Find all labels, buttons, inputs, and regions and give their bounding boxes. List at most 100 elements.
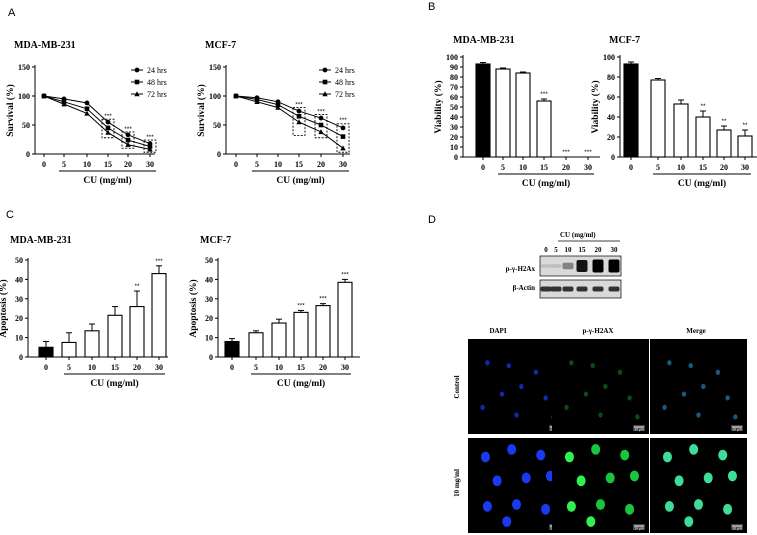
microscopy-grid: DAPI p-γ-H2AX Merge Control 10 mg/ml 10 … <box>453 327 747 533</box>
data-point <box>61 101 67 107</box>
bar <box>475 63 491 158</box>
series-line <box>43 95 151 145</box>
significance-label: ** <box>134 283 140 290</box>
data-point <box>275 102 281 107</box>
survival-chart-mda: 0 50 100 150 0 5 10 15 20 30 CU (mg/ml) Survival (%… <box>5 40 167 186</box>
y-tick-label: 100 <box>209 92 221 101</box>
y-tick-label: 0 <box>209 353 213 362</box>
x-axis-label: CU (mg/ml) <box>276 175 324 186</box>
chart-title: MDA-MB-231 <box>453 35 515 46</box>
bar <box>315 305 331 358</box>
panel-letter-a: A <box>8 7 16 19</box>
bar <box>129 306 145 358</box>
bar <box>107 314 123 358</box>
cell-nucleus <box>703 472 713 484</box>
microscopy-tile <box>650 339 747 434</box>
bar <box>38 346 54 358</box>
western-lane-label: 30 <box>611 246 619 254</box>
western-blot: CU (mg/ml) 0 5 10 15 20 30 p-γ-H2Ax β-Actin <box>506 231 622 299</box>
panel-letter-b: B <box>428 1 435 13</box>
legend-label: 72 hrs <box>147 90 167 99</box>
y-tick-label: 100 <box>446 53 458 62</box>
cell-nucleus <box>499 391 505 397</box>
x-tick-label: 20 <box>124 160 132 169</box>
data-point <box>318 129 324 135</box>
western-lane-label: 10 <box>565 246 573 254</box>
cell-nucleus <box>684 516 694 527</box>
data-point <box>84 100 90 106</box>
blot-band <box>550 264 562 268</box>
cell-nucleus <box>681 391 687 397</box>
x-tick-label: 30 <box>339 160 347 169</box>
y-tick-label: 40 <box>205 275 213 284</box>
cell-nucleus <box>603 383 608 390</box>
significance-label: *** <box>124 126 132 133</box>
significance-label: *** <box>297 302 305 309</box>
x-axis-label: CU (mg/ml) <box>522 178 570 189</box>
x-tick-label: 30 <box>741 163 749 172</box>
survival-chart-mcf: 0 50 100 150 0 5 10 15 20 30 CU (mg/ml) Survival (%… <box>196 40 355 186</box>
x-tick-label: 5 <box>62 160 66 169</box>
western-lane-label: 0 <box>544 246 548 254</box>
bar <box>623 63 639 158</box>
scale-bar-label: 10 μm <box>732 527 742 531</box>
significance-label: ** <box>721 118 727 125</box>
microscopy-row-control: Control <box>453 375 461 398</box>
significance-label: *** <box>540 91 548 98</box>
y-tick-label: 10 <box>15 334 23 343</box>
blot-band <box>562 286 574 292</box>
x-tick-label: 10 <box>519 163 527 172</box>
x-tick-label: 0 <box>234 160 238 169</box>
x-axis-label: CU (mg/ml) <box>277 378 325 389</box>
y-tick-label: 10 <box>450 143 458 152</box>
dashed-box <box>101 118 115 139</box>
data-point <box>105 119 111 125</box>
x-tick-label: 5 <box>656 163 660 172</box>
microscopy-tile <box>552 438 649 533</box>
cell-nucleus <box>536 449 546 461</box>
significance-label: *** <box>317 108 325 115</box>
cell-nucleus <box>480 404 485 411</box>
data-point <box>296 114 302 119</box>
series-line <box>235 95 344 138</box>
microscopy-col-merge: Merge <box>686 327 705 335</box>
cell-nucleus <box>482 501 492 512</box>
viability-chart-mcf: 0 20 40 60 80 100 0 5 10 15 20 30 CU (mg/ml) Viabilit… <box>590 35 757 189</box>
bar <box>293 311 309 358</box>
cell-nucleus <box>521 472 531 484</box>
x-tick-label: 5 <box>501 163 505 172</box>
blot-band <box>540 286 552 292</box>
x-tick-label: 0 <box>230 363 234 372</box>
scale-bar-box <box>731 425 743 431</box>
western-header: CU (mg/ml) <box>560 231 596 239</box>
x-tick-label: 30 <box>584 163 592 172</box>
y-tick-label: 50 <box>22 121 30 130</box>
x-tick-label: 15 <box>104 160 112 169</box>
panel-letter-c: C <box>6 209 14 221</box>
data-point <box>296 108 302 114</box>
data-point <box>233 93 239 99</box>
y-tick-label: 150 <box>209 63 221 72</box>
y-tick-label: 30 <box>15 295 23 304</box>
cell-nucleus <box>723 503 733 515</box>
data-point <box>318 115 324 121</box>
western-lane-label: 15 <box>579 246 587 254</box>
x-tick-label: 30 <box>155 363 163 372</box>
cell-nucleus <box>725 395 730 401</box>
cell-nucleus <box>480 451 490 463</box>
scale-bar-box <box>731 524 743 530</box>
x-tick-label: 15 <box>297 363 305 372</box>
y-tick-label: 20 <box>15 314 23 323</box>
y-tick-label: 90 <box>450 63 458 72</box>
cell-nucleus <box>701 383 706 390</box>
scale-bar-label: 10 μm <box>732 428 742 432</box>
western-lane-labels: 0 5 10 15 20 30 <box>544 246 618 254</box>
data-point <box>41 93 47 99</box>
x-axis-label: CU (mg/ml) <box>83 175 131 186</box>
western-row-label-ph2ax: p-γ-H2Ax <box>506 265 536 273</box>
legend-marker <box>134 91 140 97</box>
bar <box>84 330 100 358</box>
series-line <box>235 95 344 149</box>
y-axis-label: Apoptosis (%) <box>0 279 9 337</box>
